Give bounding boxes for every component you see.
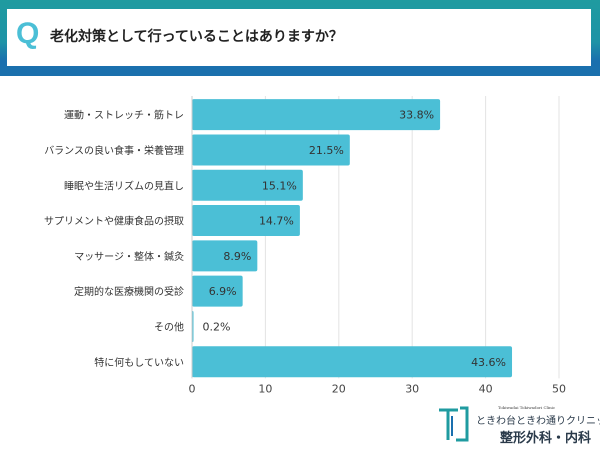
- bar: [192, 240, 258, 272]
- data-label: 6.9%: [209, 285, 237, 298]
- data-label: 8.9%: [223, 250, 251, 263]
- x-tick-label: 40: [479, 382, 493, 395]
- category-label: 特に何もしていない: [94, 356, 184, 369]
- clinic-name-en: Tokiwadai Tokiwadori Clinic: [498, 405, 556, 410]
- data-label: 15.1%: [262, 179, 297, 192]
- data-label: 33.8%: [399, 109, 434, 122]
- bar: [192, 275, 243, 307]
- x-tick-label: 30: [405, 382, 419, 395]
- bar: [192, 134, 350, 166]
- data-label: 0.2%: [203, 320, 231, 333]
- category-label: 運動・ストレッチ・筋トレ: [64, 109, 184, 122]
- bar: [192, 205, 300, 237]
- category-label: 定期的な医療機関の受診: [74, 285, 184, 298]
- clinic-logo-icon: [439, 406, 469, 442]
- data-label: 43.6%: [471, 356, 506, 369]
- question-box: [7, 9, 591, 66]
- q-mark: Q: [16, 17, 40, 50]
- x-tick-label: 0: [189, 382, 196, 395]
- x-tick-label: 20: [332, 382, 346, 395]
- x-tick-label: 50: [552, 382, 566, 395]
- clinic-logo: Tokiwadai Tokiwadori Clinic ときわ台ときわ通りクリニ…: [436, 402, 600, 446]
- question-title: 老化対策として行っていることはありますか？: [50, 29, 343, 45]
- category-label: バランスの良い食事・栄養管理: [44, 144, 184, 157]
- x-tick-label: 10: [258, 382, 272, 395]
- category-label: サプリメントや健康食品の摂取: [44, 215, 184, 228]
- data-label: 14.7%: [259, 215, 294, 228]
- data-label: 21.5%: [309, 144, 344, 157]
- clinic-name: ときわ台ときわ通りクリニック: [476, 416, 600, 427]
- category-label: その他: [154, 320, 184, 333]
- category-label: マッサージ・整体・鍼灸: [74, 250, 184, 263]
- category-label: 睡眠や生活リズムの見直し: [64, 179, 184, 192]
- bar: [192, 99, 441, 131]
- bar: [192, 346, 513, 378]
- clinic-departments: 整形外科・内科: [500, 431, 592, 446]
- bar: [192, 169, 303, 201]
